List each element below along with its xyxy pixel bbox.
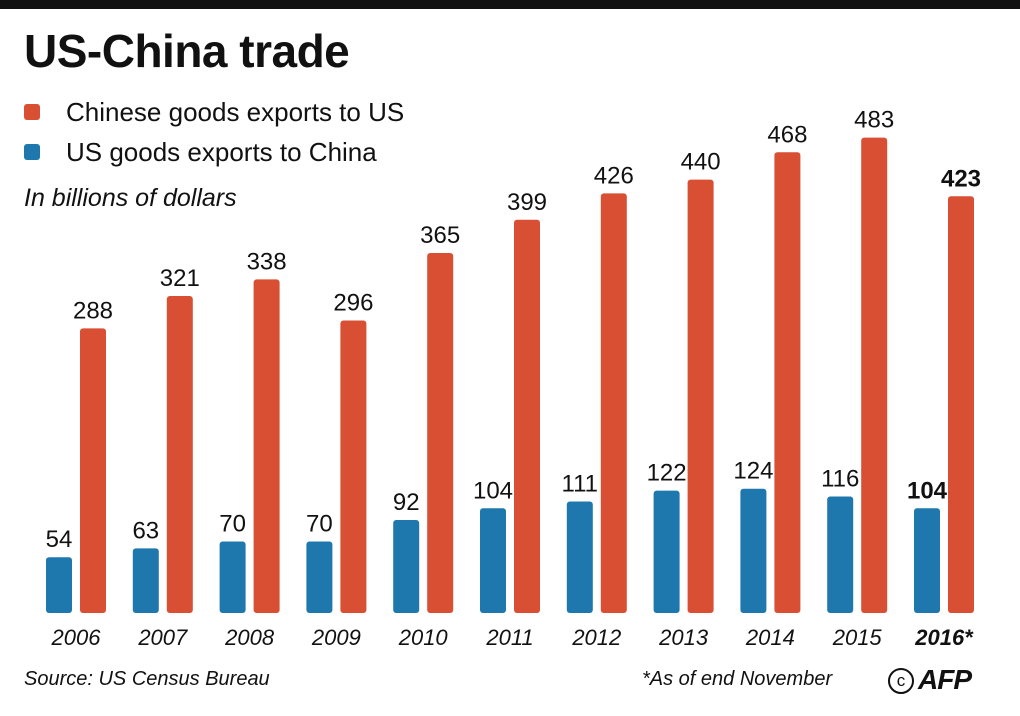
value-label-cn-2013: 440 [681,149,721,176]
bar-us-2016 [914,508,940,613]
value-label-us-2011: 104 [473,477,513,504]
x-tick-label-2007: 2007 [137,625,188,650]
legend-swatch-us-exports [24,144,40,160]
x-tick-label-2013: 2013 [658,625,709,650]
legend-label-us-exports: US goods exports to China [66,136,377,167]
value-label-us-2015: 116 [821,466,859,493]
bar-us-2010 [393,520,420,613]
value-label-cn-2007: 321 [160,265,200,292]
value-label-us-2016: 104 [907,477,948,504]
bar-us-2013 [653,490,680,613]
value-label-us-2010: 92 [393,489,420,516]
top-bar [0,0,1020,9]
legend-item-us-exports: US goods exports to China [24,137,377,167]
footnote: *As of end November [642,668,833,690]
copyright-icon: c [888,668,914,694]
bar-cn-2016 [948,196,974,613]
bar-cn-2006 [80,328,106,613]
bar-us-2015 [827,496,854,613]
value-label-us-2008: 70 [219,511,246,538]
value-label-cn-2006: 288 [73,297,113,324]
x-tick-label-2006: 2006 [51,625,102,650]
value-label-us-2009: 70 [306,511,333,538]
source-note: Source: US Census Bureau [24,668,270,690]
value-label-us-2012: 111 [562,470,598,497]
bar-us-2012 [566,501,593,613]
chart-title: US-China trade [24,25,350,77]
x-tick-label-2015: 2015 [832,625,883,650]
legend-swatch-chinese-exports [24,104,40,120]
value-label-us-2013: 122 [647,460,687,487]
bar-us-2014 [740,488,767,613]
bar-us-2006 [46,557,72,613]
bar-cn-2013 [687,179,714,613]
value-label-cn-2014: 468 [767,121,807,148]
value-label-cn-2015: 483 [854,107,894,134]
value-label-cn-2010: 365 [420,222,460,249]
value-label-cn-2011: 399 [507,189,547,216]
x-tick-label-2009: 2009 [311,625,361,650]
value-label-cn-2016: 423 [941,165,981,192]
x-tick-label-2008: 2008 [224,625,275,650]
afp-logo: AFP [918,664,972,695]
legend-label-chinese-exports: Chinese goods exports to US [66,96,405,127]
bar-cn-2014 [774,152,801,613]
x-tick-label-2014: 2014 [745,625,795,650]
value-label-cn-2009: 296 [333,290,373,317]
bar-us-2007 [132,548,159,613]
bar-us-2009 [306,541,333,613]
chart-subtitle: In billions of dollars [24,184,237,212]
x-tick-label-2010: 2010 [398,625,449,650]
x-tick-label-2011: 2011 [485,625,533,650]
bar-cn-2008 [253,279,280,613]
x-tick-label-2012: 2012 [571,625,621,650]
bar-us-2011 [480,508,506,613]
bar-cn-2011 [514,219,540,613]
bar-cn-2010 [427,253,454,613]
value-label-cn-2008: 338 [247,248,287,275]
value-label-us-2014: 124 [733,458,773,485]
value-label-cn-2012: 426 [594,162,634,189]
bar-cn-2007 [166,296,193,613]
bar-cn-2015 [861,137,888,613]
bar-cn-2009 [340,320,367,613]
value-label-us-2007: 63 [132,517,159,544]
bar-cn-2012 [600,193,627,613]
legend-item-chinese-exports: Chinese goods exports to US [24,97,404,127]
value-label-us-2006: 54 [46,526,73,553]
x-tick-label-2016: 2016* [914,625,974,650]
bar-us-2008 [219,541,246,613]
